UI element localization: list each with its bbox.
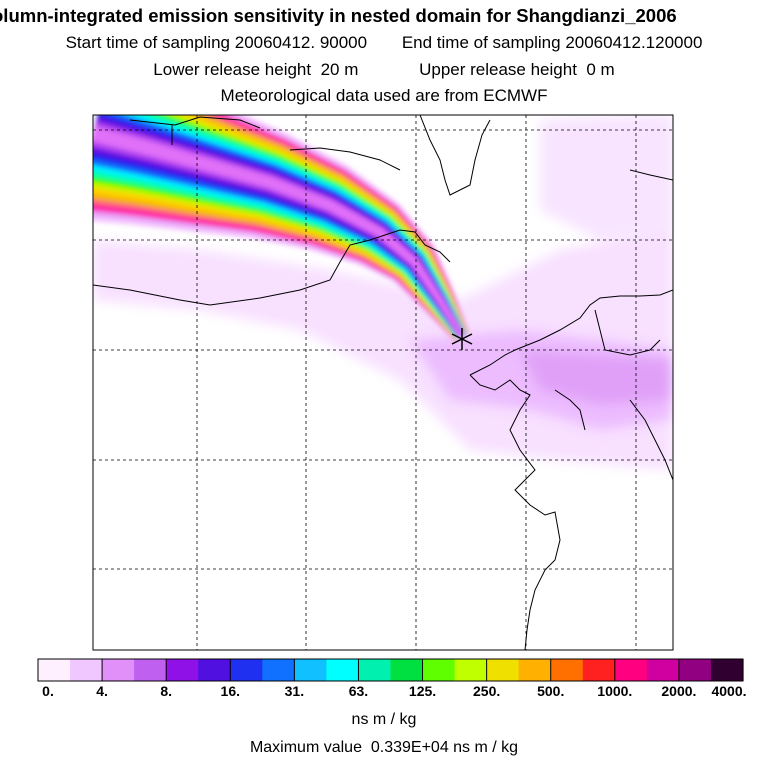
legend-swatch <box>390 659 424 681</box>
legend-tick-label: 0. <box>42 683 54 699</box>
legend-tick-label: 16. <box>220 683 240 699</box>
legend-swatch <box>38 659 71 681</box>
plot-title: olumn-integrated emission sensitivity in… <box>0 5 677 26</box>
legend-tick-label: 125. <box>408 683 437 699</box>
upper-height-label: Upper release height <box>419 60 577 79</box>
legend-tick-label: 2000. <box>661 683 697 699</box>
sensitivity-plume <box>93 115 469 341</box>
legend-tick-label: 250. <box>473 683 501 699</box>
legend-swatch <box>70 659 103 681</box>
legend-tick-label: 500. <box>537 683 565 699</box>
legend-swatch <box>710 659 744 681</box>
met-data-note: Meteorological data used are from ECMWF <box>220 86 548 105</box>
legend-swatch <box>678 659 712 681</box>
legend-swatch <box>646 659 680 681</box>
upper-height-value: 0 m <box>586 60 615 79</box>
legend-tick-label: 4. <box>96 683 108 699</box>
legend-swatch <box>518 659 552 681</box>
legend-swatch <box>262 659 295 681</box>
legend-swatch <box>102 659 135 681</box>
legend-swatch <box>422 659 456 681</box>
legend-swatch <box>582 659 616 681</box>
max-value-label: Maximum value <box>249 739 362 756</box>
map-frame <box>92 114 674 651</box>
lower-height-value: 20 m <box>320 60 359 79</box>
coastlines <box>93 115 673 650</box>
end-time-value: 20060412.120000 <box>565 33 703 52</box>
legend-units: ns m / kg <box>351 711 417 728</box>
legend-swatch <box>454 659 488 681</box>
start-time-label: Start time of sampling <box>65 33 230 52</box>
legend-swatch <box>550 659 584 681</box>
start-time-value: 20060412. 90000 <box>234 33 368 52</box>
plume-band <box>93 126 464 338</box>
end-time-label: End time of sampling <box>401 33 561 52</box>
legend-swatch <box>198 659 231 681</box>
legend-tick-label: 31. <box>284 683 305 699</box>
legend-swatch <box>134 659 167 681</box>
legend-tick-label: 8. <box>160 683 173 699</box>
release-heights: Lower release height 20 m Upper release … <box>0 60 768 80</box>
max-value-number: 0.339E+04 ns m / kg <box>370 739 519 756</box>
legend-swatch <box>614 659 648 681</box>
legend-swatch <box>358 659 392 681</box>
legend-tick-label: 63. <box>348 683 369 699</box>
legend-swatch <box>486 659 520 681</box>
lower-height-label: Lower release height <box>153 60 312 79</box>
legend-swatch <box>166 659 199 681</box>
legend-swatch <box>294 659 328 681</box>
legend-frame <box>37 658 744 682</box>
receptor-marker <box>451 328 473 350</box>
legend-tick-label: 4000. <box>711 683 747 699</box>
color-legend <box>37 658 744 682</box>
legend-swatch <box>230 659 263 681</box>
plume-band <box>93 116 465 338</box>
sampling-times: Start time of sampling 20060412. 90000 E… <box>0 33 768 53</box>
lat-lon-grid <box>93 115 673 650</box>
legend-tick-label: 1000. <box>597 683 633 699</box>
maximum-value: Maximum value 0.339E+04 ns m / kg <box>0 739 768 757</box>
legend-swatch <box>326 659 360 681</box>
